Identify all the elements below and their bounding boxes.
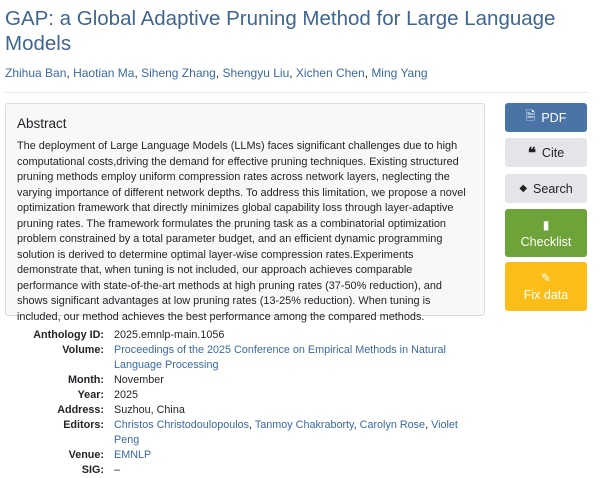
gem-icon: ◆ xyxy=(519,183,528,194)
author-link[interactable]: Shengyu Liu xyxy=(222,66,290,80)
author-link[interactable]: Haotian Ma xyxy=(73,66,135,80)
author-link[interactable]: Siheng Zhang xyxy=(141,66,216,80)
abstract-heading: Abstract xyxy=(17,116,67,131)
address-label: Address: xyxy=(57,404,104,416)
quote-icon: ❝ xyxy=(527,144,536,162)
address-value: Suzhou, China xyxy=(114,404,185,416)
volume-link[interactable]: Proceedings of the 2025 Conference on Em… xyxy=(114,344,446,371)
file-pdf-icon: 🗎 xyxy=(525,109,536,123)
checklist-button[interactable]: ▮ Checklist xyxy=(505,209,587,257)
pdf-label: PDF xyxy=(541,110,567,125)
cite-button[interactable]: ❝ Cite xyxy=(505,138,587,167)
month-label: Month: xyxy=(68,374,104,386)
paper-title: GAP: a Global Adaptive Pruning Method fo… xyxy=(5,7,556,55)
editor-link[interactable]: Violet Peng xyxy=(114,419,458,446)
sig-label: SIG: xyxy=(81,464,104,476)
pdf-button[interactable]: 🗎 PDF xyxy=(505,103,587,132)
checklist-label: Checklist xyxy=(520,234,572,249)
volume-label: Volume: xyxy=(62,344,104,356)
venue-link[interactable]: EMNLP xyxy=(114,449,152,461)
search-label: Search xyxy=(533,181,573,196)
venue-label: Venue: xyxy=(68,449,104,461)
author-list: Zhihua Ban, Haotian Ma, Siheng Zhang, Sh… xyxy=(5,66,428,80)
fix-data-label: Fix data xyxy=(523,288,569,302)
abstract-card: Abstract The deployment of Large Languag… xyxy=(5,103,485,323)
file-icon: ▮ xyxy=(542,217,550,232)
cite-label: Cite xyxy=(541,145,565,160)
author-link[interactable]: Zhihua Ban xyxy=(5,66,67,80)
sig-value: – xyxy=(114,464,121,476)
anthology-id-label: Anthology ID: xyxy=(33,329,104,341)
year-label: Year: xyxy=(77,389,104,401)
month-value: November xyxy=(114,374,164,386)
author-link[interactable]: Ming Yang xyxy=(371,66,428,80)
anthology-id-value: 2025.emnlp-main.1056 xyxy=(114,329,225,341)
author-link[interactable]: Xichen Chen xyxy=(295,66,365,80)
year-value: 2025 xyxy=(114,389,139,401)
paper-details: Anthology ID: 2025.emnlp-main.1056 Volume… xyxy=(0,328,484,478)
divider xyxy=(5,92,588,93)
search-button[interactable]: ◆ Search xyxy=(505,174,587,203)
editor-link[interactable]: Carolyn Rose xyxy=(359,419,426,431)
fix-data-button[interactable]: ✎ Fix data xyxy=(505,262,587,311)
editor-link[interactable]: Christos Christodoulopoulos xyxy=(114,419,250,431)
editor-link[interactable]: Tanmoy Chakraborty xyxy=(254,419,354,431)
edit-icon: ✎ xyxy=(540,271,552,285)
abstract-text: The deployment of Large Language Models … xyxy=(17,140,466,323)
editors-label: Editors: xyxy=(63,419,104,431)
